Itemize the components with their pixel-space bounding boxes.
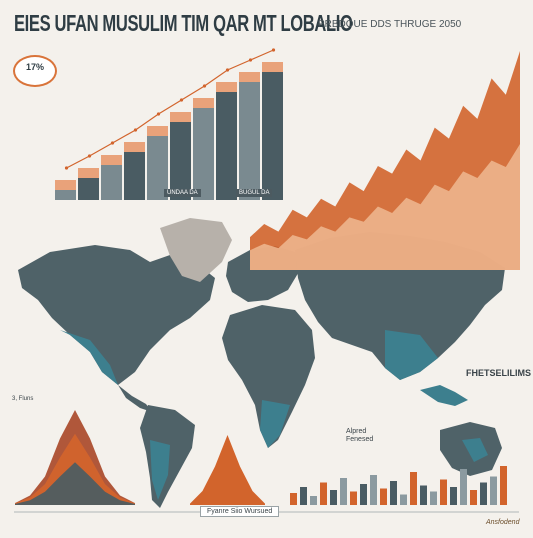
bottom-bar-19 [470, 490, 477, 505]
left-axis-note: 3, Fluns [12, 396, 34, 402]
trend-point-5 [156, 112, 161, 116]
bottom-caption: Fyanre Siio Wursued [200, 506, 280, 517]
trend-point-6 [179, 98, 184, 102]
bottom-bar-2 [300, 487, 307, 505]
trend-point-9 [248, 58, 253, 62]
bottom-bar-9 [370, 475, 377, 505]
map-africa [222, 305, 315, 448]
cone-series-3 [15, 462, 135, 505]
trend-point-10 [271, 48, 276, 52]
bottom-bar-21 [490, 476, 497, 505]
right-legend-title: FHETSELILIMS [466, 368, 531, 378]
bottom-bar-6 [340, 478, 347, 505]
bar-7 [193, 98, 214, 200]
bar-9 [239, 72, 260, 200]
cone-chart-left [15, 410, 135, 505]
page-subtitle: PRBDOUE DDS THRUGE 2050 [318, 19, 462, 30]
brand-logo: Ansfodend [486, 519, 520, 526]
bottom-bar-18 [460, 469, 467, 505]
bar-cap-1 [55, 180, 76, 190]
bottom-bar-10 [380, 488, 387, 505]
bottom-bar-15 [430, 491, 437, 505]
bar-3 [101, 155, 122, 200]
bar-cap-5 [147, 126, 168, 136]
map-asia-shade [385, 330, 438, 380]
bottom-bar-chart [290, 466, 507, 505]
bar-cap-3 [101, 155, 122, 165]
trend-point-7 [202, 84, 207, 88]
page-title: EIES UFAN MUSULIM TIM QAR MT LOBALIO [14, 10, 353, 36]
map-sea-islands [420, 385, 468, 406]
bottom-bar-14 [420, 485, 427, 505]
map-australia-shade [462, 438, 488, 462]
map-north-america-shade [60, 330, 118, 385]
bar-cap-8 [216, 82, 237, 92]
series-caption: Alpred Fenesed [346, 428, 374, 443]
bottom-bar-22 [500, 466, 507, 505]
bar-4 [124, 142, 145, 200]
trend-point-8 [225, 68, 230, 72]
bottom-bar-13 [410, 472, 417, 505]
panel-a-label: UNDAA DA [164, 189, 201, 197]
map-north-america [18, 245, 215, 385]
map-central-america [118, 385, 152, 412]
cone-single [190, 435, 265, 505]
bottom-bar-11 [390, 481, 397, 505]
bottom-bar-12 [400, 494, 407, 505]
bottom-bar-16 [440, 479, 447, 505]
bar-5 [147, 126, 168, 200]
bar-cap-9 [239, 72, 260, 82]
map-greenland [160, 218, 232, 282]
trend-point-1 [64, 166, 69, 170]
trend-point-2 [87, 154, 92, 158]
bottom-bar-4 [320, 482, 327, 505]
growth-area-chart [250, 50, 520, 271]
bottom-bar-8 [360, 484, 367, 505]
bottom-bar-17 [450, 487, 457, 505]
bottom-bar-1 [290, 493, 297, 505]
panel-b-label: BUGUL DA [236, 189, 273, 197]
bar-8 [216, 82, 237, 200]
staircase-bar-chart [55, 48, 283, 200]
stat-badge: 17% [13, 55, 57, 87]
bar-cap-10 [262, 62, 283, 72]
bar-6 [170, 112, 191, 200]
cone-chart-center [190, 435, 265, 505]
bottom-bar-3 [310, 496, 317, 505]
bottom-bar-5 [330, 490, 337, 505]
bar-cap-4 [124, 142, 145, 152]
bar-cap-6 [170, 112, 191, 122]
bar-cap-2 [78, 168, 99, 178]
map-south-america-shade [150, 440, 170, 500]
stat-value: 17% [25, 62, 44, 72]
bottom-bar-7 [350, 491, 357, 505]
bar-cap-7 [193, 98, 214, 108]
area-series-2 [250, 144, 520, 270]
map-africa-shade [260, 400, 290, 448]
bar-10 [262, 62, 283, 200]
trend-point-3 [110, 141, 115, 145]
trend-point-4 [133, 128, 138, 132]
trend-line [66, 49, 274, 169]
bottom-bar-20 [480, 482, 487, 505]
